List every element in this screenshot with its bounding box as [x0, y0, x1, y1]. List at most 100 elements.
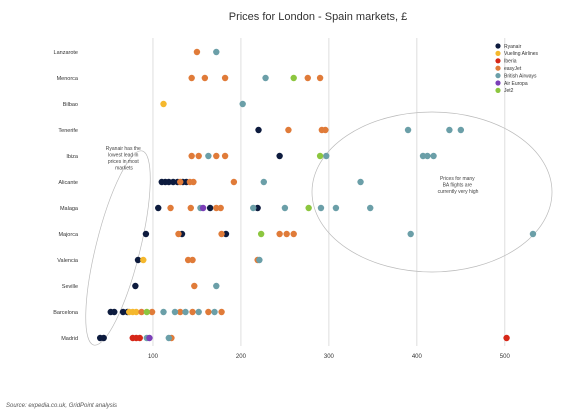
legend-marker-jet2 — [495, 87, 501, 93]
point-iberia — [136, 334, 143, 342]
point-easyjet — [230, 178, 238, 186]
x-tick-label: 500 — [500, 354, 511, 360]
point-jet2 — [143, 308, 151, 316]
point-vueling-airlines — [133, 308, 140, 316]
chart-title: Prices for London - Spain markets, £ — [229, 11, 408, 23]
point-ryanair — [222, 230, 230, 238]
point-easyjet — [213, 152, 220, 160]
point-british-airways — [529, 230, 537, 238]
point-ryanair — [111, 308, 118, 316]
legend-label-iberia: Iberia — [504, 59, 517, 65]
point-british-airways — [407, 230, 414, 238]
category-label: Barcelona — [53, 310, 79, 316]
point-easyjet — [189, 308, 196, 316]
point-vueling-airlines — [140, 256, 147, 264]
category-label: Tenerife — [58, 128, 78, 134]
ryanair-annotation: Ryanair has the lowest lead in prices in… — [106, 146, 142, 172]
data-points — [96, 48, 537, 342]
ba-annotation-line: Prices for many — [440, 176, 475, 182]
point-british-airways — [332, 204, 340, 212]
point-british-airways — [323, 152, 330, 160]
ryanair-annotation-line: markets — [115, 166, 133, 172]
point-british-airways — [424, 152, 431, 160]
point-easyjet — [184, 256, 192, 264]
point-easyjet — [290, 230, 297, 238]
x-tick-label: 400 — [412, 354, 423, 360]
category-label: Menorca — [57, 76, 79, 82]
category-label: Valencia — [57, 258, 79, 264]
ryanair-annotation-ellipse — [85, 150, 151, 346]
point-ryanair — [254, 204, 261, 212]
point-ryanair — [119, 308, 127, 316]
point-easyjet — [138, 308, 145, 316]
legend-marker-easyjet — [495, 65, 501, 71]
point-british-airways — [260, 178, 267, 186]
point-easyjet — [193, 48, 201, 56]
point-jet2 — [290, 74, 297, 82]
point-british-airways — [419, 152, 427, 160]
legend-marker-british-airways — [495, 73, 501, 79]
point-easyjet — [221, 74, 229, 82]
point-easyjet — [213, 204, 220, 212]
point-british-airways — [171, 308, 179, 316]
legend-label-jet2: Jet2 — [504, 88, 514, 94]
ba-annotation-line: BA flights are — [443, 183, 473, 189]
point-easyjet — [218, 308, 225, 316]
legend-label-air-europa: Air Europa — [504, 81, 528, 87]
point-easyjet — [190, 178, 197, 186]
legend-marker-ryanair — [495, 43, 501, 49]
point-british-airways — [281, 204, 289, 212]
point-easyjet — [201, 74, 209, 82]
point-british-airways — [195, 308, 202, 316]
point-easyjet — [167, 204, 174, 212]
category-label: Lanzarote — [54, 50, 78, 56]
category-label: Alicante — [58, 180, 78, 186]
point-easyjet — [177, 308, 184, 316]
point-british-airways — [250, 204, 257, 212]
point-british-airways — [205, 152, 212, 160]
ryanair-annotation-line: lowest lead in — [108, 153, 139, 159]
point-easyjet — [316, 74, 324, 82]
ba-annotation-line: currently very high — [438, 189, 479, 195]
point-british-airways — [239, 100, 246, 108]
point-ryanair — [100, 334, 107, 342]
point-british-airways — [160, 308, 167, 316]
point-ryanair — [165, 178, 172, 186]
legend-marker-vueling-airlines — [495, 50, 501, 57]
point-british-airways — [317, 204, 325, 212]
ba-annotation: Prices for many BA flights are currently… — [438, 176, 479, 195]
category-label: Ibiza — [66, 154, 79, 160]
legend-marker-air-europa — [495, 80, 501, 86]
point-british-airways — [367, 204, 374, 212]
point-jet2 — [257, 230, 265, 238]
point-easyjet — [188, 74, 195, 82]
category-label: Madrid — [61, 336, 78, 342]
x-axis-labels: 100 200 300 400 500 — [148, 354, 511, 360]
x-tick-label: 100 — [148, 354, 159, 360]
point-air-europa — [199, 204, 207, 212]
legend-label-british-airways: British Airways — [504, 73, 537, 79]
point-easyjet — [148, 308, 156, 316]
point-british-airways — [165, 334, 172, 342]
point-british-airways — [357, 178, 364, 186]
x-tick-label: 200 — [236, 354, 247, 360]
point-ryanair — [132, 282, 139, 290]
category-label: Majorca — [58, 232, 79, 238]
point-ryanair — [134, 256, 142, 264]
point-british-airways — [256, 256, 263, 264]
ryanair-annotation-line: Ryanair has the — [106, 146, 141, 152]
x-tick-label: 300 — [324, 354, 335, 360]
point-british-airways — [457, 126, 465, 134]
point-ryanair — [142, 230, 150, 238]
point-easyjet — [188, 152, 195, 160]
category-label: Bilbao — [63, 102, 78, 108]
point-british-airways — [404, 126, 412, 134]
point-easyjet — [304, 74, 311, 82]
source-note: Source: expedia.co.uk, GridPoint analysi… — [6, 403, 117, 409]
point-easyjet — [195, 152, 202, 160]
point-british-airways — [430, 152, 437, 160]
point-ryanair — [276, 152, 283, 160]
point-easyjet — [187, 204, 194, 212]
